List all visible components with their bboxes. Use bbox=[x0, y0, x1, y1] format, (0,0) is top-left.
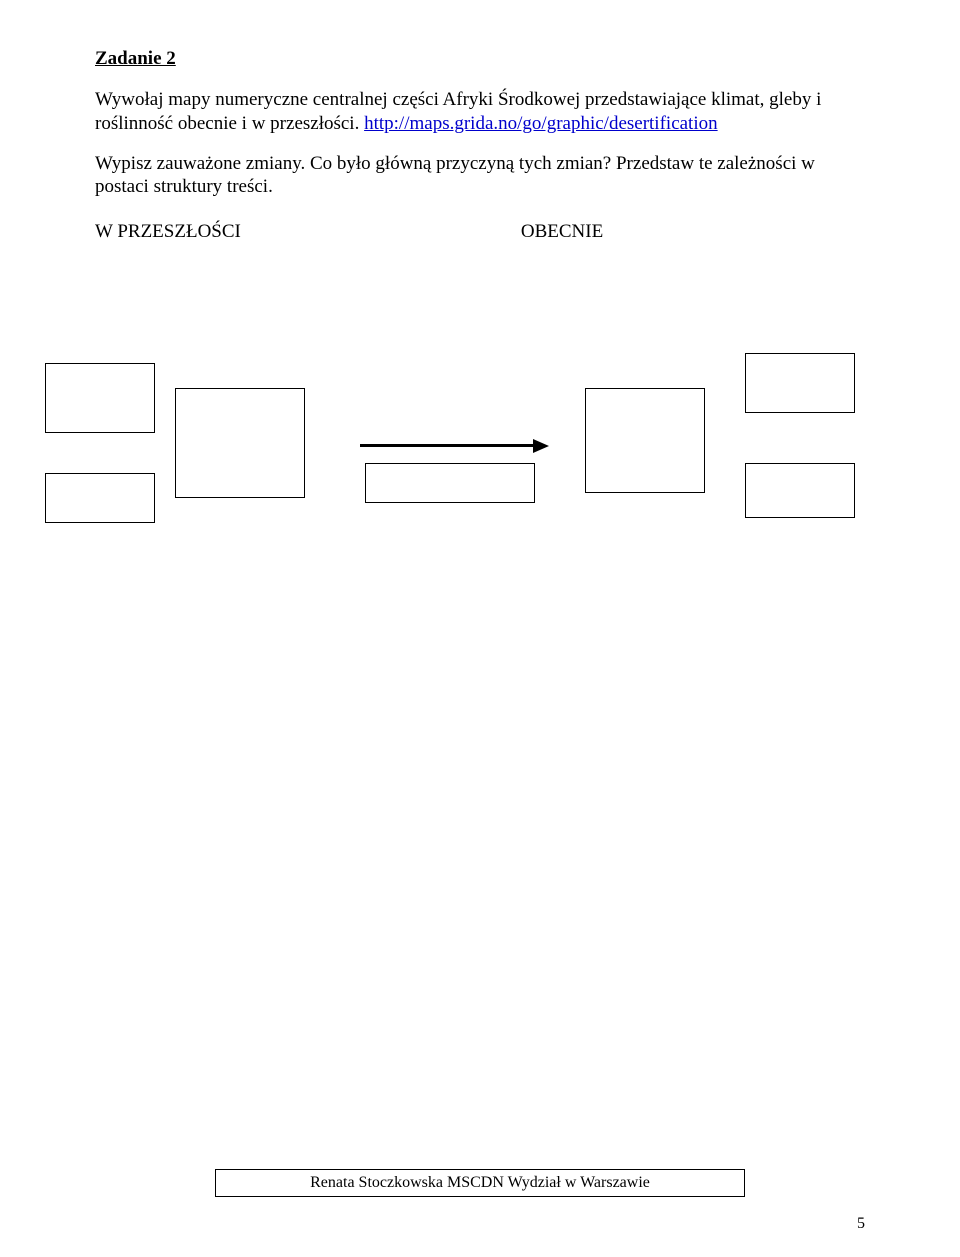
footer-author-box: Renata Stoczkowska MSCDN Wydział w Warsz… bbox=[215, 1169, 745, 1197]
diagram-box bbox=[745, 353, 855, 413]
diagram-box bbox=[745, 463, 855, 518]
page-number: 5 bbox=[857, 1215, 865, 1233]
col-past-label: W PRZESZŁOŚCI bbox=[95, 221, 241, 243]
task-heading: Zadanie 2 bbox=[95, 48, 865, 70]
col-now-label: OBECNIE bbox=[521, 221, 603, 243]
column-headers: W PRZESZŁOŚCI OBECNIE bbox=[95, 221, 865, 243]
task-paragraph-1: Wywołaj mapy numeryczne centralnej częśc… bbox=[95, 88, 865, 136]
diagram-box bbox=[585, 388, 705, 493]
desertification-link[interactable]: http://maps.grida.no/go/graphic/desertif… bbox=[364, 113, 718, 134]
structure-diagram bbox=[45, 333, 815, 613]
task-paragraph-2: Wypisz zauważone zmiany. Co było główną … bbox=[95, 152, 865, 200]
diagram-arrow-line bbox=[360, 444, 535, 447]
diagram-box bbox=[175, 388, 305, 498]
footer-author-text: Renata Stoczkowska MSCDN Wydział w Warsz… bbox=[310, 1174, 650, 1192]
diagram-box bbox=[365, 463, 535, 503]
diagram-box bbox=[45, 473, 155, 523]
diagram-box bbox=[45, 363, 155, 433]
diagram-arrow-head bbox=[533, 439, 549, 453]
